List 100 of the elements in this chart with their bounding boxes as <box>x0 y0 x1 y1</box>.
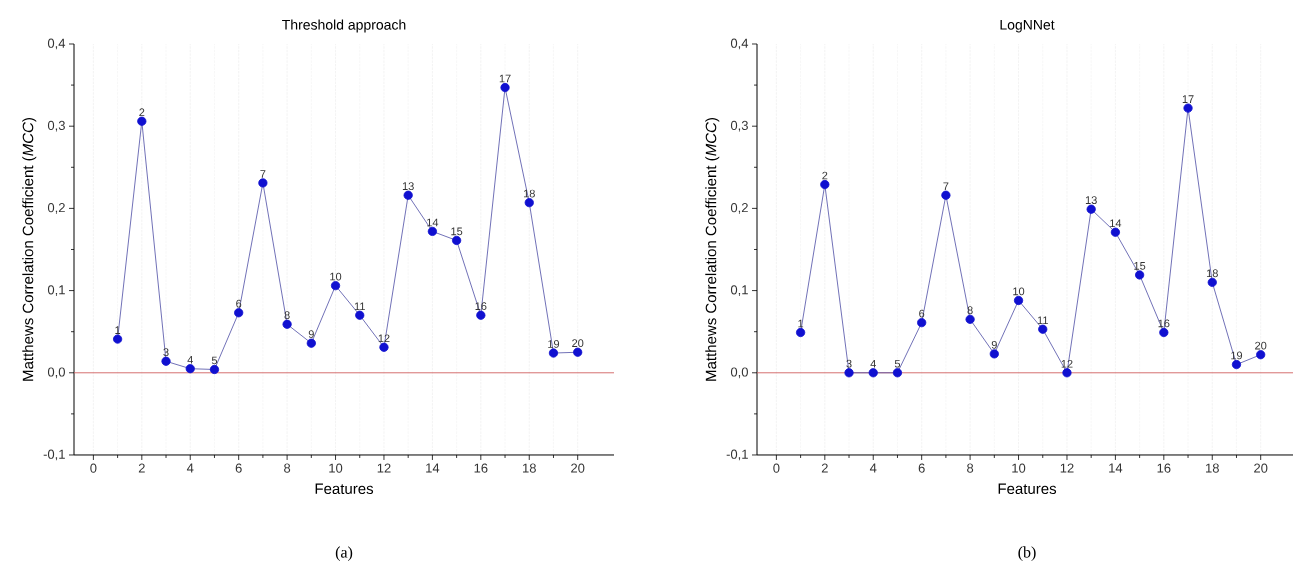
annotation: 13 <box>402 182 414 191</box>
annotation: 2 <box>822 171 828 180</box>
point <box>941 190 951 200</box>
point <box>917 318 927 328</box>
y-tick-label: 0,2 <box>730 203 748 214</box>
y-tick-label: 0,3 <box>47 120 65 132</box>
point <box>113 334 123 344</box>
annotation: 3 <box>846 359 852 368</box>
y-tick-label: 0,1 <box>730 285 748 296</box>
point <box>1256 350 1266 360</box>
x-tick-label: 4 <box>869 463 877 473</box>
point <box>427 226 437 236</box>
annotation: 14 <box>427 218 439 227</box>
x-tick-label: 12 <box>377 463 391 473</box>
annotation: 8 <box>284 311 290 320</box>
point <box>573 347 583 357</box>
annotation: 15 <box>451 227 463 236</box>
point <box>500 82 510 93</box>
point <box>476 310 486 320</box>
y-tick-label: 0,2 <box>47 203 65 214</box>
y-tick-label: -0,1 <box>726 449 748 461</box>
x-tick-label: 12 <box>1060 463 1074 473</box>
annotation: 15 <box>1134 262 1146 270</box>
x-tick-label: 18 <box>523 463 536 473</box>
point <box>892 368 903 378</box>
point <box>989 349 999 359</box>
point <box>355 310 365 320</box>
x-tick-label: 20 <box>1254 463 1268 473</box>
text: (a) <box>335 546 353 561</box>
point <box>1062 368 1072 378</box>
annotation: 20 <box>1255 341 1267 350</box>
annotation: 9 <box>308 330 314 338</box>
annotation: 17 <box>499 74 511 83</box>
annotation: 16 <box>1158 319 1170 328</box>
point <box>1183 103 1193 113</box>
chart-title: Threshold approach <box>282 19 406 33</box>
x-tick-label: 14 <box>1109 463 1123 473</box>
x-tick-label: 16 <box>1157 463 1171 473</box>
x-tick-label: 18 <box>1206 463 1219 473</box>
annotation: 3 <box>163 348 169 357</box>
y-tick-label: 0,3 <box>730 120 748 132</box>
y-axis-title: Matthews Correlation Coefficient (MCC) <box>705 117 720 381</box>
annotation: 1 <box>115 326 121 334</box>
text: (b) <box>1018 546 1036 561</box>
x-axis-title: Features <box>998 483 1057 495</box>
point <box>524 198 534 208</box>
annotation: 18 <box>1206 269 1218 278</box>
point <box>1207 277 1217 287</box>
point <box>548 348 559 358</box>
x-tick-label: 6 <box>918 463 925 473</box>
x-tick-label: 14 <box>426 463 440 473</box>
point <box>403 190 413 200</box>
point <box>796 327 806 338</box>
point <box>868 368 878 378</box>
annotation: 11 <box>354 302 365 311</box>
y-tick-label: 0,1 <box>47 285 65 296</box>
annotation: 7 <box>260 170 266 178</box>
x-tick-label: 10 <box>1012 463 1026 473</box>
y-tick-label: -0,1 <box>43 449 65 461</box>
point <box>161 356 171 366</box>
annotation: 19 <box>1231 351 1243 360</box>
point <box>965 314 975 324</box>
annotation: 4 <box>870 360 876 368</box>
y-tick-label: 0,0 <box>730 367 748 379</box>
x-tick-label: 8 <box>284 463 291 473</box>
point <box>1135 270 1145 280</box>
point <box>1013 295 1024 306</box>
x-tick-label: 8 <box>967 463 974 473</box>
point <box>306 338 316 348</box>
annotation: 16 <box>475 302 487 311</box>
point <box>1159 327 1169 338</box>
point <box>282 319 292 329</box>
annotation: 18 <box>523 189 535 198</box>
point <box>379 342 389 352</box>
annotation: 8 <box>967 306 973 315</box>
annotation: 17 <box>1182 95 1194 103</box>
x-tick-label: 4 <box>186 463 194 473</box>
point <box>452 235 462 246</box>
y-tick-label: 0,0 <box>47 367 65 379</box>
x-tick-label: 2 <box>821 463 828 473</box>
point <box>1110 227 1120 237</box>
annotation: 9 <box>991 340 997 349</box>
point <box>137 116 147 126</box>
annotation: 2 <box>139 108 145 117</box>
annotation: 20 <box>572 339 584 348</box>
point <box>820 179 830 190</box>
annotation: 10 <box>330 272 342 281</box>
annotation: 13 <box>1085 196 1097 205</box>
chart-title: LogNNet <box>1000 19 1055 33</box>
x-tick-label: 6 <box>235 463 242 473</box>
annotation: 6 <box>919 309 925 318</box>
point <box>330 281 341 291</box>
annotation: 6 <box>236 299 242 308</box>
annotation: 1 <box>798 319 804 328</box>
point <box>844 368 854 378</box>
point <box>258 178 268 188</box>
y-axis-title: Matthews Correlation Coefficient (MCC) <box>22 117 37 381</box>
point <box>1231 359 1242 370</box>
x-tick-label: 20 <box>571 463 585 473</box>
y-tick-label: 0,4 <box>47 38 66 50</box>
